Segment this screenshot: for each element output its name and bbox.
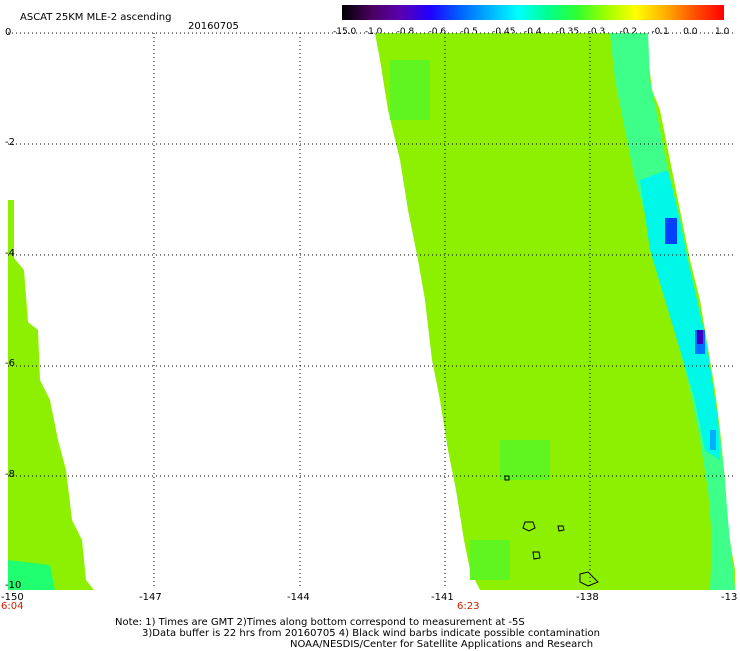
note-line-3: NOAA/NESDIS/Center for Satellite Applica… [290, 639, 594, 650]
lon-label-138: -138 [576, 592, 599, 603]
swath-patch [390, 60, 430, 120]
island-outline [504, 475, 510, 481]
lon-label-135: -13 [721, 592, 738, 603]
colorbar-label: -15.0 [333, 27, 357, 37]
lat-label-4: -4 [5, 248, 15, 259]
island-outline [522, 521, 536, 532]
swath-hotspot [710, 430, 716, 450]
swath-hotspot [665, 218, 677, 244]
lon-label-141: -141 [431, 592, 454, 603]
island-outline [532, 551, 541, 560]
time-label-east: 6:23 [457, 601, 480, 612]
lat-label-6: -6 [5, 358, 15, 369]
colorbar-label: -0.2 [619, 27, 638, 37]
island-outline [579, 571, 599, 587]
map-date: 20160705 [188, 21, 239, 32]
colorbar-label: -0.3 [587, 27, 606, 37]
lat-label-10: -10 [5, 580, 22, 591]
colorbar-label: -0.5 [460, 27, 478, 37]
colorbar-label: 0.0 [683, 27, 698, 37]
note-line-1: Note: 1) Times are GMT 2)Times along bot… [115, 617, 525, 628]
lon-label-147: -147 [139, 592, 162, 603]
west-swath-edge [8, 560, 55, 590]
west-swath [8, 200, 94, 590]
swath-patch [470, 540, 510, 580]
colorbar-label: -0.4 [524, 27, 542, 37]
swath-patch [500, 440, 550, 480]
east-swath-cyan [640, 170, 720, 460]
wind-swaths [8, 33, 735, 590]
island-outline [557, 525, 565, 532]
colorbar-label: -0.1 [651, 27, 669, 37]
lat-label-8: -8 [5, 469, 15, 480]
colorbar-label: -0.8 [396, 27, 415, 37]
lat-label-0: 0 [5, 27, 12, 38]
colorbar-label: -0.35 [555, 27, 580, 37]
island-outlines [504, 475, 599, 587]
note-line-2: 3)Data buffer is 22 hrs from 20160705 4)… [142, 628, 600, 639]
lon-label-144: -144 [287, 592, 310, 603]
lat-lon-grid [8, 32, 735, 588]
colorbar [342, 5, 724, 20]
colorbar-label: 1.0 [715, 27, 730, 37]
time-label-west: 6:04 [1, 601, 24, 612]
colorbar-label: -1.0 [364, 27, 383, 37]
swath-hotspot [697, 330, 703, 344]
map-title: ASCAT 25KM MLE-2 ascending [20, 12, 172, 23]
colorbar-label: -0.6 [428, 27, 447, 37]
lat-label-2: -2 [5, 137, 15, 148]
lon-label-150: -150 [1, 592, 24, 603]
colorbar-label: -0.45 [492, 27, 516, 37]
